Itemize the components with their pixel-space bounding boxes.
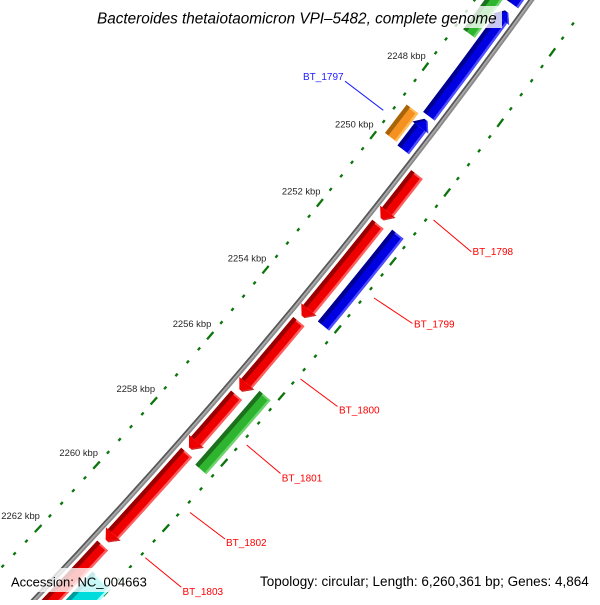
- svg-text:2256 kbp: 2256 kbp: [173, 318, 212, 329]
- svg-text:Accession: NC_004663: Accession: NC_004663: [11, 575, 147, 590]
- svg-text:2260 kbp: 2260 kbp: [59, 447, 98, 458]
- svg-text:Topology: circular; Length: 6,: Topology: circular; Length: 6,260,361 bp…: [260, 574, 589, 589]
- svg-text:2254 kbp: 2254 kbp: [228, 252, 267, 263]
- svg-text:2252 kbp: 2252 kbp: [282, 186, 321, 197]
- svg-text:2250 kbp: 2250 kbp: [335, 118, 374, 129]
- svg-text:BT_1801: BT_1801: [282, 474, 323, 485]
- svg-text:BT_1800: BT_1800: [339, 406, 380, 417]
- svg-text:BT_1803: BT_1803: [183, 587, 224, 598]
- svg-text:BT_1798: BT_1798: [473, 247, 514, 258]
- svg-text:2262 kbp: 2262 kbp: [1, 510, 40, 521]
- svg-text:BT_1799: BT_1799: [414, 320, 455, 331]
- svg-text:2248 kbp: 2248 kbp: [387, 50, 426, 61]
- svg-text:BT_1797: BT_1797: [303, 72, 344, 83]
- svg-text:2258 kbp: 2258 kbp: [117, 383, 156, 394]
- svg-text:BT_1802: BT_1802: [226, 538, 267, 549]
- svg-text:Bacteroides thetaiotaomicron V: Bacteroides thetaiotaomicron VPI–5482, c…: [97, 11, 497, 28]
